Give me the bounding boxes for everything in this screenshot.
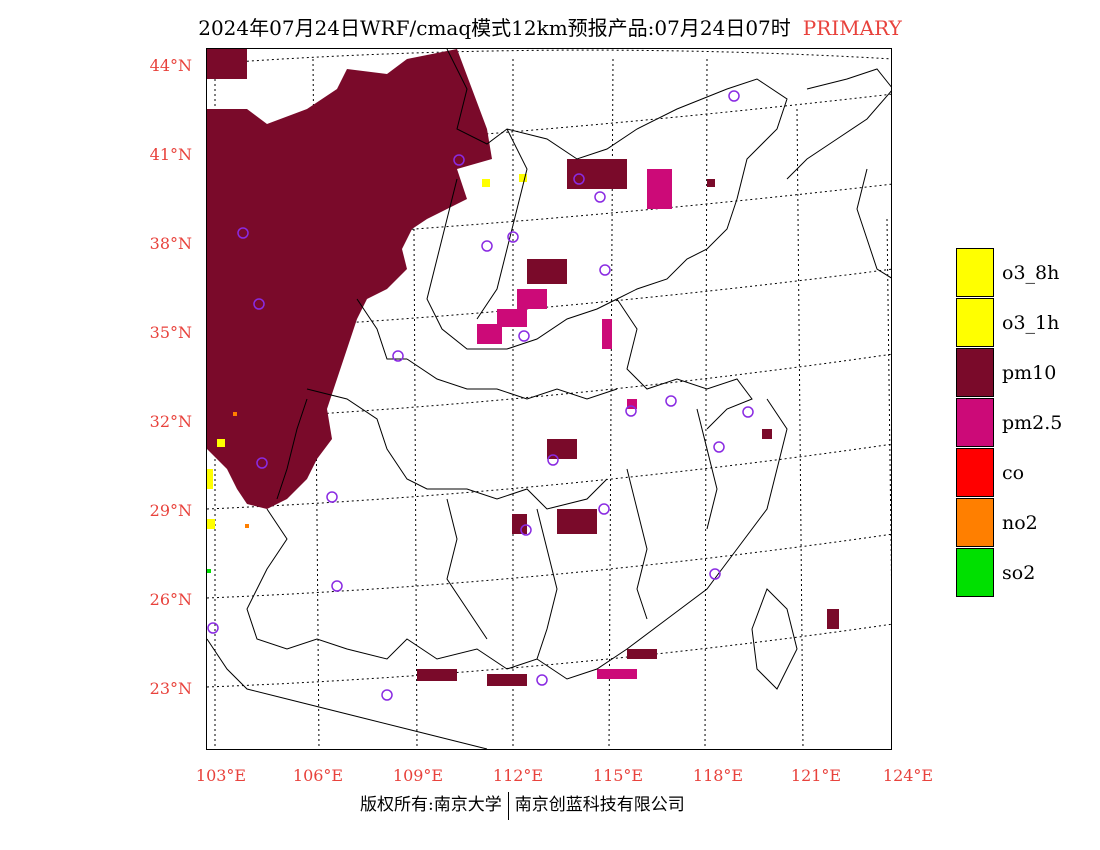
lat-label-29: 29°N <box>149 501 192 520</box>
legend-swatch-co <box>956 448 994 497</box>
legend-label-so2: so2 <box>1002 562 1036 584</box>
boundaries <box>207 49 891 749</box>
pm10-regions <box>207 49 492 509</box>
lat-label-41: 41°N <box>149 145 192 164</box>
lon-label-109: 109°E <box>392 766 444 785</box>
legend-label-pm25: pm2.5 <box>1002 412 1063 434</box>
legend-swatch-pm10 <box>956 348 994 397</box>
lat-label-35: 35°N <box>149 323 192 342</box>
lat-label-38: 38°N <box>149 234 192 253</box>
lat-label-32: 32°N <box>149 412 192 431</box>
lat-label-44: 44°N <box>149 56 192 75</box>
legend-swatch-o3-8h <box>956 248 994 297</box>
lon-label-118: 118°E <box>692 766 744 785</box>
copyright-right: 南京创蓝科技有限公司 <box>514 795 685 815</box>
legend-label-no2: no2 <box>1002 512 1038 534</box>
lon-label-115: 115°E <box>592 766 644 785</box>
legend-swatch-so2 <box>956 548 994 597</box>
footer-separator <box>507 791 509 820</box>
lat-label-26: 26°N <box>149 590 192 609</box>
legend-label-o3-1h: o3_1h <box>1002 312 1060 334</box>
legend-label-co: co <box>1002 462 1025 484</box>
title-text: 2024年07月24日WRF/cmaq模式12km预报产品:07月24日07时 <box>198 16 791 40</box>
pollution-patches <box>207 159 839 686</box>
lon-label-106: 106°E <box>292 766 344 785</box>
map-title: 2024年07月24日WRF/cmaq模式12km预报产品:07月24日07时 P… <box>0 12 1100 41</box>
legend-swatch-no2 <box>956 498 994 547</box>
legend-swatch-pm25 <box>956 398 994 447</box>
lat-label-23: 23°N <box>149 679 192 698</box>
copyright-footer: 版权所有:南京大学 南京创蓝科技有限公司 <box>360 790 685 820</box>
station-markers <box>207 90 754 701</box>
legend-label-o3-8h: o3_8h <box>1002 262 1060 284</box>
title-tag: PRIMARY <box>802 16 902 40</box>
lon-label-124: 124°E <box>882 766 934 785</box>
map-panel <box>206 48 892 750</box>
legend-swatch-o3-1h <box>956 298 994 347</box>
copyright-left: 版权所有:南京大学 <box>360 795 502 815</box>
map-svg <box>207 49 891 749</box>
lon-label-121: 121°E <box>790 766 842 785</box>
lon-label-103: 103°E <box>195 766 247 785</box>
legend-label-pm10: pm10 <box>1002 362 1057 384</box>
lon-label-112: 112°E <box>492 766 544 785</box>
